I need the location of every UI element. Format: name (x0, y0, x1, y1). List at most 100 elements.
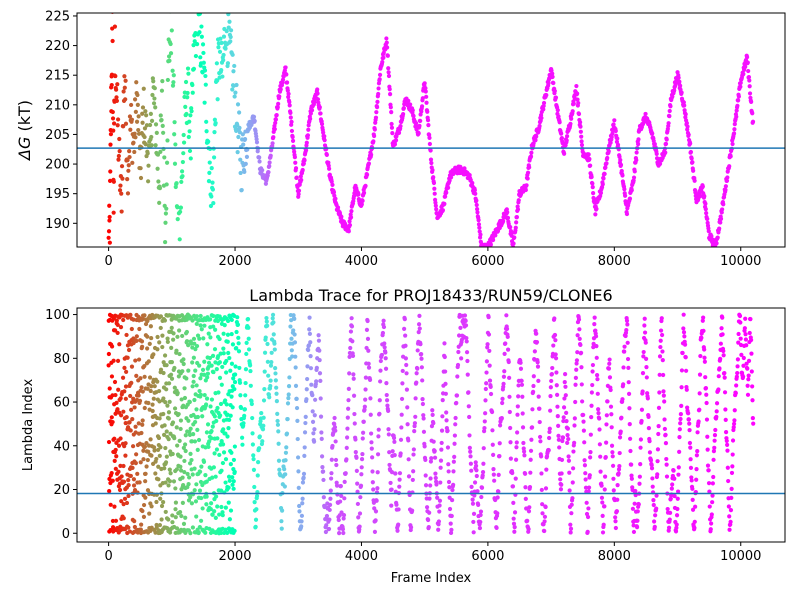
x-tick-label: 8000 (598, 254, 631, 269)
lambda-point (646, 414, 651, 420)
lambda-point (410, 477, 415, 483)
lambda-point (678, 416, 683, 422)
lambda-point (411, 469, 416, 474)
lambda-point (318, 378, 323, 383)
lambda-point (163, 480, 168, 485)
delta-g-point (162, 155, 167, 160)
lambda-point (174, 526, 180, 531)
lambda-point (475, 489, 480, 494)
delta-g-point (170, 68, 175, 73)
lambda-point (523, 485, 528, 490)
delta-g-point (280, 77, 286, 82)
lambda-point (198, 376, 203, 381)
lambda-point (122, 365, 127, 370)
delta-g-point (142, 134, 147, 140)
delta-g-point (238, 157, 243, 162)
delta-g-point (217, 49, 223, 54)
delta-g-point (233, 90, 238, 95)
lambda-point (616, 471, 621, 476)
lambda-point (225, 318, 231, 324)
delta-g-point (146, 179, 151, 184)
lambda-point (586, 485, 592, 490)
delta-g-point (390, 130, 395, 136)
delta-g-point (333, 196, 338, 201)
lambda-point (126, 525, 131, 530)
lambda-point (561, 405, 567, 410)
lambda-point (261, 415, 266, 420)
lambda-point (639, 418, 644, 424)
lambda-point (678, 421, 683, 426)
delta-g-point (215, 97, 220, 102)
lambda-point (221, 351, 226, 356)
delta-g-point (135, 102, 140, 107)
lambda-point (261, 423, 266, 428)
delta-g-point (474, 198, 479, 203)
delta-g-point (168, 51, 174, 56)
delta-g-point (138, 166, 143, 171)
lambda-point (732, 408, 737, 413)
lambda-point (641, 354, 646, 359)
lambda-point (291, 328, 296, 333)
lambda-point (285, 401, 291, 406)
lambda-point (652, 519, 657, 524)
lambda-point (345, 426, 350, 431)
lambda-point (709, 521, 714, 526)
lambda-point (143, 471, 148, 476)
lambda-point (311, 439, 317, 444)
delta-g-point (605, 155, 610, 161)
delta-g-point (388, 105, 393, 110)
delta-g-point (199, 24, 204, 29)
lambda-point (210, 512, 215, 517)
lambda-point (645, 396, 650, 401)
delta-g-point (387, 92, 393, 97)
delta-g-point (615, 136, 620, 141)
lambda-point (127, 420, 132, 425)
lambda-point (726, 504, 731, 509)
lambda-point (253, 517, 259, 522)
lambda-point (421, 413, 426, 418)
lambda-point (161, 370, 166, 376)
lambda-point (626, 380, 631, 385)
lambda-point (209, 501, 214, 506)
lambda-point (497, 441, 502, 446)
lambda-point (649, 466, 655, 471)
lambda-point (358, 483, 364, 488)
lambda-point (190, 525, 195, 530)
lambda-point (501, 374, 507, 379)
lambda-point (683, 355, 688, 360)
lambda-point (495, 495, 500, 500)
lambda-point (749, 351, 754, 356)
lambda-point (180, 333, 185, 339)
delta-g-point (186, 134, 191, 140)
lambda-point (214, 367, 219, 372)
lambda-point (171, 337, 176, 342)
lambda-point (658, 328, 664, 333)
lambda-point (115, 322, 120, 328)
delta-g-point (528, 154, 534, 159)
lambda-point (473, 460, 478, 465)
lambda-point (675, 506, 680, 512)
lambda-point (482, 429, 487, 434)
lambda-point (106, 439, 112, 445)
lambda-point (225, 332, 231, 337)
lambda-point (358, 495, 363, 500)
lambda-point (282, 467, 287, 472)
lambda-point (521, 446, 526, 451)
delta-g-point (698, 194, 703, 199)
delta-g-point (292, 149, 297, 154)
delta-g-point (387, 87, 392, 92)
lambda-point (690, 507, 696, 512)
delta-g-point (111, 210, 116, 215)
delta-g-point (225, 61, 231, 66)
delta-g-point (209, 166, 214, 171)
lambda-point (366, 365, 372, 370)
lambda-point (176, 411, 181, 417)
lambda-point (664, 456, 669, 462)
lambda-point (197, 488, 203, 493)
delta-g-point (125, 158, 130, 163)
lambda-point (512, 510, 518, 515)
lambda-point (663, 432, 668, 437)
delta-g-point (433, 203, 438, 208)
lambda-point (487, 348, 492, 354)
lambda-chart-title: Lambda Trace for PROJ18433/RUN59/CLONE6 (249, 286, 612, 305)
